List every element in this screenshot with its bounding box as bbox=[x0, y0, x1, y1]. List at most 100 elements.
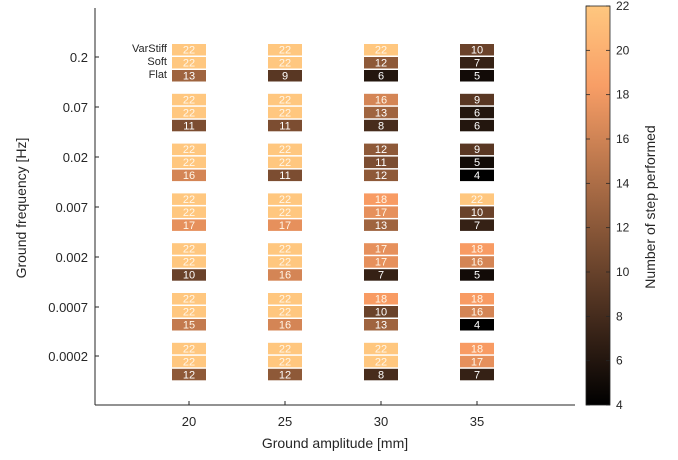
heatmap-cell-value: 22 bbox=[183, 294, 195, 306]
heatmap-cell bbox=[172, 342, 206, 355]
heatmap-cell bbox=[172, 319, 206, 331]
heatmap-cell bbox=[460, 206, 494, 218]
heatmap-cell bbox=[268, 269, 302, 281]
heatmap-cell-value: 11 bbox=[375, 157, 386, 169]
y-axis-label: Ground frequency [Hz] bbox=[13, 138, 29, 279]
heatmap-cell-value: 22 bbox=[279, 157, 291, 169]
colorbar-tick-label: 10 bbox=[616, 265, 630, 279]
heatmap-cell bbox=[364, 219, 398, 231]
heatmap-cell-value: 13 bbox=[375, 107, 387, 119]
heatmap-cell-value: 22 bbox=[279, 244, 291, 256]
y-tick-label: 0.2 bbox=[70, 50, 88, 65]
heatmap-cell bbox=[172, 243, 206, 255]
heatmap-cell bbox=[268, 243, 302, 255]
y-tick-label: 0.0007 bbox=[48, 300, 88, 315]
heatmap-cell bbox=[460, 44, 494, 56]
heatmap-cell bbox=[268, 193, 302, 205]
heatmap-cell-value: 22 bbox=[183, 144, 195, 156]
heatmap-cell bbox=[268, 169, 302, 182]
heatmap-cell-value: 13 bbox=[375, 220, 387, 232]
heatmap-cell-value: 9 bbox=[282, 71, 288, 83]
y-tick-labels: 0.2 0.07 0.02 0.007 0.002 0.0007 0.0002 bbox=[48, 50, 99, 364]
heatmap-cell-value: 18 bbox=[471, 343, 483, 355]
heatmap-cell-value: 7 bbox=[378, 270, 384, 282]
heatmap-cell bbox=[172, 219, 206, 231]
heatmap-cell bbox=[460, 193, 494, 205]
heatmap-cell-value: 8 bbox=[378, 120, 384, 132]
heatmap-cell-value: 12 bbox=[183, 369, 195, 381]
heatmap-cell-value: 7 bbox=[474, 58, 480, 70]
heatmap-cell-value: 5 bbox=[474, 270, 480, 282]
heatmap-cell bbox=[268, 106, 302, 119]
heatmap-cell bbox=[172, 57, 206, 69]
heatmap-cell bbox=[460, 106, 494, 119]
y-tick-label: 0.0002 bbox=[48, 349, 88, 364]
row-label-varstiff: VarStiff bbox=[132, 43, 168, 55]
heatmap-cell-value: 6 bbox=[378, 71, 384, 83]
heatmap-cell-value: 11 bbox=[279, 120, 290, 132]
heatmap-cells: 2222132222922126107522221122221116138966… bbox=[172, 44, 494, 381]
heatmap-cell bbox=[172, 106, 206, 119]
heatmap-cell bbox=[364, 156, 398, 169]
heatmap-cell-value: 22 bbox=[279, 144, 291, 156]
heatmap-cell bbox=[364, 269, 398, 281]
row-label-soft: Soft bbox=[147, 56, 167, 68]
heatmap-cell bbox=[460, 143, 494, 156]
heatmap-cell bbox=[268, 319, 302, 331]
heatmap-cell-value: 22 bbox=[279, 307, 291, 319]
heatmap-cell-value: 22 bbox=[375, 356, 387, 368]
heatmap-cell-value: 9 bbox=[474, 144, 480, 156]
heatmap-cell-value: 4 bbox=[474, 320, 480, 332]
heatmap-cell-value: 22 bbox=[279, 294, 291, 306]
heatmap-cell-value: 22 bbox=[279, 257, 291, 269]
heatmap-cell bbox=[460, 169, 494, 182]
heatmap-cell bbox=[268, 156, 302, 169]
heatmap-cell-value: 22 bbox=[375, 45, 387, 57]
heatmap-cell bbox=[364, 293, 398, 305]
heatmap-cell-value: 22 bbox=[183, 107, 195, 119]
heatmap-cell-value: 22 bbox=[279, 194, 291, 206]
heatmap-cell-value: 7 bbox=[474, 220, 480, 232]
heatmap-cell-value: 22 bbox=[183, 157, 195, 169]
heatmap-cell-value: 16 bbox=[471, 307, 483, 319]
heatmap-cell-value: 22 bbox=[279, 45, 291, 57]
heatmap-cell-value: 22 bbox=[183, 356, 195, 368]
x-axis-label: Ground amplitude [mm] bbox=[262, 435, 408, 451]
heatmap-cell bbox=[172, 355, 206, 368]
heatmap-cell bbox=[460, 355, 494, 368]
heatmap-cell bbox=[172, 306, 206, 318]
heatmap-cell-value: 22 bbox=[279, 207, 291, 219]
heatmap-cell-value: 22 bbox=[471, 194, 483, 206]
heatmap-cell bbox=[460, 319, 494, 331]
heatmap-cell-value: 4 bbox=[474, 170, 480, 182]
heatmap-cell bbox=[268, 306, 302, 318]
heatmap-cell-value: 12 bbox=[375, 58, 387, 70]
heatmap-cell-value: 12 bbox=[375, 170, 387, 182]
heatmap-cell bbox=[268, 342, 302, 355]
heatmap-cell bbox=[172, 256, 206, 268]
heatmap-cell-value: 15 bbox=[183, 320, 195, 332]
heatmap-cell-value: 5 bbox=[474, 71, 480, 83]
heatmap-cell-value: 22 bbox=[183, 257, 195, 269]
heatmap-cell-value: 5 bbox=[474, 157, 480, 169]
heatmap-cell-value: 13 bbox=[183, 71, 195, 83]
heatmap-cell-value: 11 bbox=[279, 170, 290, 182]
heatmap-cell bbox=[172, 44, 206, 56]
heatmap-cell-value: 22 bbox=[183, 307, 195, 319]
colorbar-label: Number of step performed bbox=[642, 125, 658, 288]
heatmap-cell-value: 22 bbox=[279, 58, 291, 70]
row-label-flat: Flat bbox=[149, 69, 167, 81]
heatmap-cell bbox=[460, 368, 494, 381]
colorbar-ticks: 4 6 8 10 12 14 16 18 20 22 bbox=[586, 0, 630, 412]
heatmap-cell-value: 10 bbox=[375, 307, 387, 319]
heatmap-cell bbox=[364, 93, 398, 106]
heatmap-cell-value: 22 bbox=[279, 356, 291, 368]
heatmap-cell bbox=[460, 256, 494, 268]
heatmap-cell bbox=[364, 70, 398, 82]
heatmap-cell bbox=[460, 342, 494, 355]
heatmap-cell bbox=[460, 119, 494, 132]
heatmap-cell-value: 22 bbox=[279, 107, 291, 119]
colorbar-tick-label: 16 bbox=[616, 132, 630, 146]
heatmap-cell-value: 18 bbox=[375, 194, 387, 206]
